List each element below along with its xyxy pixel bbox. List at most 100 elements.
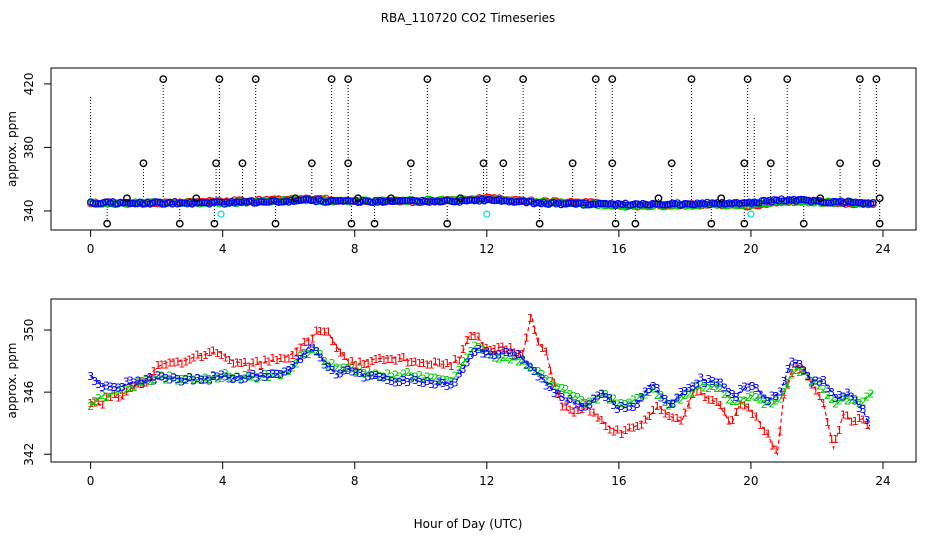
data-point	[327, 197, 335, 205]
series-marker: 3	[257, 367, 264, 380]
series-marker: 2	[357, 362, 364, 375]
x-axis-label: Hour of Day (UTC)	[414, 517, 523, 531]
series-marker: 2	[543, 373, 550, 386]
series-marker: 1	[662, 407, 669, 420]
series-marker: 2	[844, 395, 851, 408]
series-marker: 3	[749, 380, 756, 393]
series-marker: 3	[218, 368, 225, 381]
series-marker: 1	[198, 351, 205, 364]
series-marker: 1	[590, 407, 597, 420]
series-marker: 1	[115, 392, 122, 405]
series-marker: 3	[828, 386, 835, 399]
series-marker: 2	[527, 360, 534, 373]
series-marker: 3	[143, 373, 150, 386]
series-marker: 3	[194, 372, 201, 385]
series-marker: 3	[222, 370, 229, 383]
series-marker: 1	[87, 397, 94, 410]
data-point	[517, 197, 526, 206]
series-marker: 3	[519, 354, 526, 367]
series-marker: 1	[491, 343, 498, 356]
series-marker: 1	[463, 334, 470, 347]
series-marker: 1	[345, 356, 352, 369]
series-marker: 3	[246, 369, 253, 382]
series-marker: 3	[487, 348, 494, 361]
series-marker: 2	[475, 341, 482, 354]
series-marker: 2	[325, 359, 332, 372]
series-marker: 2	[440, 374, 447, 387]
series-marker: 2	[642, 388, 649, 401]
series-marker: 3	[254, 372, 261, 385]
series-marker: 1	[257, 359, 264, 372]
excursion-point	[159, 75, 168, 84]
excursion-point	[307, 159, 316, 168]
series-marker: 3	[535, 370, 542, 383]
series-marker: 2	[705, 382, 712, 395]
series-marker: 1	[804, 370, 811, 383]
series-marker: 2	[289, 362, 296, 375]
series-marker: 3	[761, 393, 768, 406]
series-marker: 2	[364, 365, 371, 378]
series-marker: 1	[547, 365, 554, 378]
excursion-point	[875, 194, 884, 203]
series-marker: 3	[610, 399, 617, 412]
series-marker: 2	[848, 393, 855, 406]
excursion-point	[456, 194, 465, 203]
series-marker: 1	[194, 349, 201, 362]
series-marker: 2	[412, 370, 419, 383]
series-marker: 3	[804, 370, 811, 383]
series-marker: 1	[178, 357, 185, 370]
x-tick-label: 24	[875, 242, 890, 256]
series-marker: 2	[471, 340, 478, 353]
series-marker: 3	[658, 391, 665, 404]
series-marker: 2	[246, 371, 253, 384]
series-marker: 2	[305, 348, 312, 361]
plot-frame	[50, 67, 917, 231]
series-marker: 1	[693, 386, 700, 399]
x-tick-label: 4	[219, 242, 227, 256]
data-point	[250, 199, 258, 207]
series-marker: 2	[456, 364, 463, 377]
series-marker: 2	[131, 381, 138, 394]
series-marker: 3	[773, 390, 780, 403]
series-marker: 3	[590, 393, 597, 406]
series-marker: 2	[396, 370, 403, 383]
series-marker: 3	[567, 393, 574, 406]
series-marker: 3	[836, 389, 843, 402]
series-marker: 3	[745, 381, 752, 394]
series-marker: 3	[456, 368, 463, 381]
series-marker: 3	[701, 377, 708, 390]
series-marker: 2	[780, 386, 787, 399]
series-marker: 2	[372, 368, 379, 381]
series-marker: 3	[226, 372, 233, 385]
x-tick-label: 8	[351, 242, 359, 256]
data-point	[319, 198, 327, 206]
data-point	[547, 199, 555, 207]
series-marker: 1	[444, 357, 451, 370]
series-marker: 2	[753, 391, 760, 404]
series-marker: 2	[614, 397, 621, 410]
series-marker: 2	[757, 393, 764, 406]
series-marker: 1	[293, 345, 300, 358]
series-marker: 3	[400, 374, 407, 387]
series-marker: 2	[586, 396, 593, 409]
series-marker: 3	[539, 372, 546, 385]
series-marker: 2	[198, 374, 205, 387]
series-marker: 1	[864, 419, 871, 432]
series-marker: 2	[547, 375, 554, 388]
series-marker: 1	[610, 425, 617, 438]
series-marker: 3	[428, 378, 435, 391]
data-point	[262, 198, 271, 206]
series-marker: 3	[166, 373, 173, 386]
data-point	[824, 199, 833, 207]
series-marker: 1	[214, 347, 221, 360]
y-tick-label: 342	[22, 443, 36, 466]
series-marker: 2	[103, 391, 110, 404]
series-marker: 3	[273, 368, 280, 381]
series-marker: 3	[840, 391, 847, 404]
series-marker: 3	[115, 382, 122, 395]
series-marker: 1	[543, 346, 550, 359]
series-marker: 3	[848, 391, 855, 404]
series-marker: 2	[329, 357, 336, 370]
series-marker: 1	[634, 420, 641, 433]
series-marker: 2	[788, 369, 795, 382]
